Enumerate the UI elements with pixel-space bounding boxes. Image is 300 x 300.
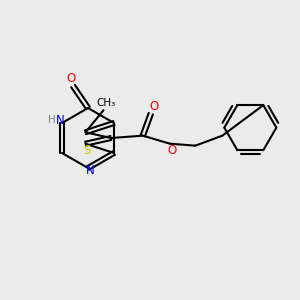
Text: N: N — [85, 164, 94, 176]
Text: N: N — [56, 113, 64, 127]
Text: CH₃: CH₃ — [97, 98, 116, 108]
Text: O: O — [66, 73, 76, 85]
Text: S: S — [83, 144, 90, 157]
Text: O: O — [167, 144, 176, 157]
Text: H: H — [48, 115, 56, 125]
Text: O: O — [149, 100, 158, 113]
